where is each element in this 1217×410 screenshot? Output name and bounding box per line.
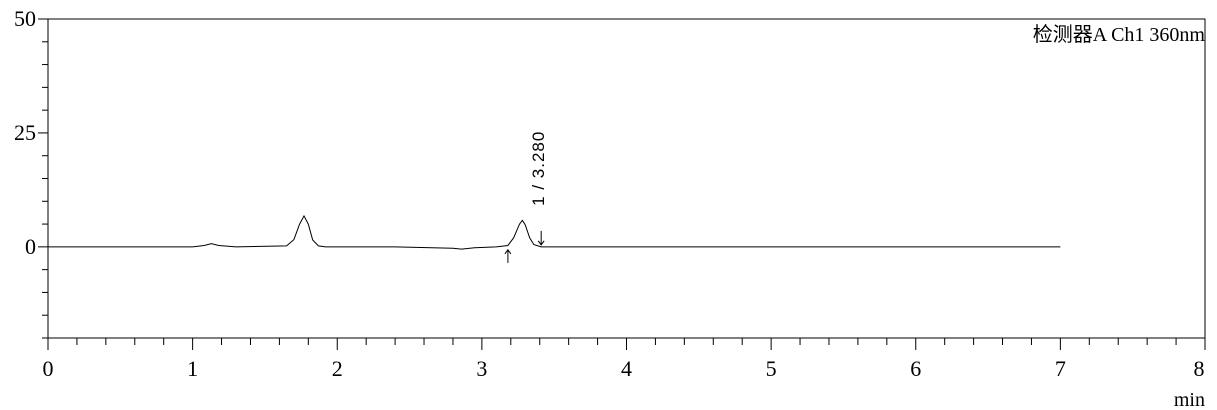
y-axis: 0 25 50 — [14, 6, 48, 339]
x-tick-label: 2 — [332, 356, 343, 381]
y-tick-label: 25 — [14, 120, 36, 145]
detector-label: 检测器A Ch1 360nm — [1033, 23, 1206, 46]
x-tick-label: 7 — [1055, 356, 1066, 381]
x-tick-label: 3 — [476, 356, 487, 381]
plot-frame — [47, 18, 1206, 339]
x-axis-unit-label: min — [1174, 389, 1205, 410]
x-tick-label: 6 — [910, 356, 921, 381]
peak-start-arrowhead — [504, 249, 512, 255]
x-tick-label: 5 — [766, 356, 777, 381]
y-tick-label: 0 — [25, 234, 36, 259]
chromatogram-trace — [48, 214, 1061, 250]
x-tick-label: 8 — [1194, 356, 1205, 381]
x-tick-label: 4 — [621, 356, 632, 381]
peak-end-arrowhead — [537, 240, 545, 246]
y-tick-label: 50 — [14, 6, 36, 31]
x-tick-label: 0 — [43, 356, 54, 381]
x-axis: 0 1 2 3 4 5 6 7 8 — [43, 338, 1206, 381]
peak-label: 1 / 3.280 — [529, 131, 548, 206]
peak-annotations: 1 / 3.280 — [504, 131, 548, 263]
x-tick-label: 1 — [187, 356, 198, 381]
